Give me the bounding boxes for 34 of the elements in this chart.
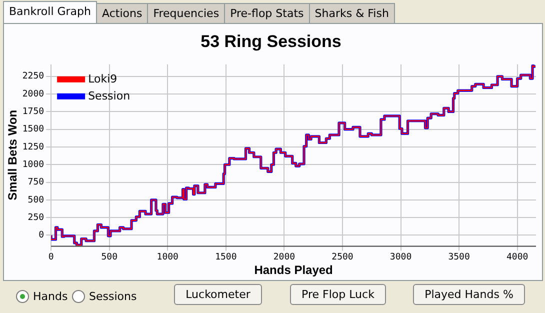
y-tick-label: 500 [28, 195, 44, 206]
text: Frequencies [147, 3, 226, 24]
text: Sharks & Fish [308, 3, 395, 24]
text: Hands [33, 290, 68, 303]
text: Pre Flop Luck [290, 284, 386, 305]
x-axis-title: Hands Played [254, 263, 333, 278]
text: Luckometer [174, 284, 262, 305]
text: Bankroll Graph [3, 1, 97, 25]
legend-label: Loki9 [88, 72, 118, 86]
legend-label: Session [88, 89, 130, 102]
x-tick-label: 1000 [156, 252, 178, 263]
x-tick-label: 2000 [273, 252, 296, 263]
text: Sessions [89, 290, 137, 303]
y-tick-label: 1750 [22, 107, 44, 118]
y-tick-label: 0 [38, 230, 44, 241]
y-tick-label: 1500 [22, 124, 44, 135]
y-tick-label: 1000 [22, 160, 44, 170]
y-tick-label: 250 [28, 212, 44, 223]
text: Pre-flop Stats [224, 3, 310, 24]
y-tick-label: 1250 [22, 142, 44, 152]
x-tick-label: 1500 [215, 252, 237, 263]
y-tick-label: 2250 [22, 72, 44, 82]
x-tick-label: 0 [48, 252, 54, 263]
y-axis-title: Small Bets Won [6, 110, 20, 200]
y-tick-label: 750 [28, 178, 44, 188]
text: Played Hands % [413, 284, 525, 305]
x-tick-label: 3000 [390, 252, 412, 263]
y-tick-label: 2000 [22, 89, 44, 100]
chart-title: 53 Ring Sessions [200, 32, 342, 51]
x-tick-label: 500 [101, 252, 118, 263]
text: Actions [96, 3, 148, 24]
x-tick-label: 3500 [448, 252, 470, 263]
x-tick-label: 2500 [332, 252, 354, 263]
x-tick-label: 4000 [506, 252, 528, 263]
